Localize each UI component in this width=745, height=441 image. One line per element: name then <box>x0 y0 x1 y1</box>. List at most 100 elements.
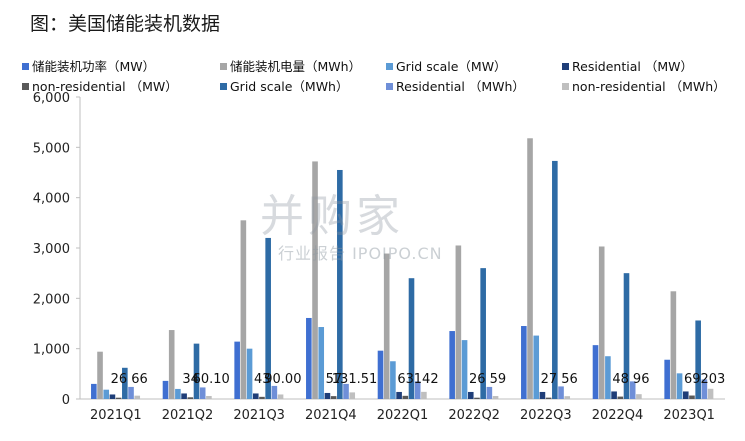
bar <box>259 396 265 399</box>
bar <box>175 388 181 399</box>
y-tick-label: 1,000 <box>33 343 70 358</box>
data-label: 69 <box>684 372 701 387</box>
x-tick-label: 2023Q1 <box>663 408 715 423</box>
y-tick-label: 2,000 <box>33 292 70 307</box>
bar <box>109 394 116 399</box>
bar <box>414 381 421 399</box>
data-label: 56 <box>561 372 578 387</box>
bar <box>199 387 206 399</box>
bar <box>162 380 169 399</box>
bar <box>598 246 605 399</box>
bar <box>461 340 468 399</box>
bar <box>187 397 194 399</box>
data-label: 142 <box>414 372 439 387</box>
x-tick-label: 2022Q3 <box>520 408 572 423</box>
data-label: 90.00 <box>264 372 301 387</box>
bar <box>240 220 247 399</box>
x-tick-label: 2022Q2 <box>448 408 500 423</box>
bar <box>701 379 708 399</box>
bar <box>91 383 97 399</box>
bar <box>421 391 427 399</box>
bar <box>689 395 695 399</box>
bar <box>670 291 677 399</box>
data-label: 27 <box>541 372 558 387</box>
bar <box>246 348 253 399</box>
bar <box>193 343 200 399</box>
bar <box>390 361 396 399</box>
bar <box>564 396 571 399</box>
bar <box>252 393 259 399</box>
bar <box>611 391 617 399</box>
bar <box>449 331 455 399</box>
data-label: 131.51 <box>332 372 378 387</box>
legend-label: Grid scale（MW） <box>396 59 507 74</box>
bar <box>97 351 103 399</box>
watermark-text: 行业报告 IPOIPO.CN <box>278 244 443 263</box>
bar <box>486 386 493 399</box>
bar <box>181 393 187 399</box>
y-tick-label: 4,000 <box>33 192 70 207</box>
legend-swatch <box>22 83 29 90</box>
legend-label: non-residential （MW） <box>32 79 178 94</box>
bar <box>605 356 611 399</box>
legend-label: 储能装机功率（MW） <box>32 59 156 74</box>
data-label: 66 <box>131 372 148 387</box>
x-tick-label: 2021Q3 <box>233 408 285 423</box>
legend-swatch <box>386 83 393 90</box>
bar <box>521 326 527 399</box>
bar <box>318 327 325 399</box>
x-tick-label: 2022Q1 <box>377 408 429 423</box>
data-label: 59 <box>490 372 507 387</box>
bar <box>539 391 546 399</box>
bar <box>533 335 540 399</box>
bar <box>277 394 284 399</box>
legend-label: 储能装机电量（MWh） <box>230 59 362 74</box>
x-tick-label: 2021Q2 <box>162 408 214 423</box>
bar <box>324 392 331 399</box>
data-label: 26 <box>469 372 486 387</box>
bar <box>134 395 141 399</box>
legend-item: non-residential （MWh） <box>562 76 726 95</box>
data-label: 26 <box>111 372 128 387</box>
legend-item: non-residential （MW） <box>22 76 178 95</box>
legend-label: Residential （MWh） <box>396 79 525 94</box>
bar <box>337 169 343 399</box>
bar <box>306 317 312 399</box>
bar <box>480 268 486 399</box>
legend-swatch <box>220 83 227 90</box>
bar <box>128 386 134 399</box>
legend-label: Grid scale（MWh） <box>230 79 349 94</box>
watermark-logo: 并购家 <box>260 191 404 242</box>
x-tick-label: 2022Q4 <box>592 408 644 423</box>
bar <box>115 397 122 399</box>
bar <box>492 396 499 399</box>
data-label: 57 <box>326 372 343 387</box>
bar <box>349 392 356 399</box>
bar <box>265 237 271 399</box>
bar <box>467 391 474 399</box>
data-label: 63 <box>397 372 414 387</box>
bar <box>623 273 630 399</box>
legend-item: 储能装机电量（MWh） <box>220 56 361 75</box>
bar <box>474 397 480 399</box>
bar <box>636 394 642 399</box>
y-tick-label: 3,000 <box>33 242 70 257</box>
legend-item: Residential （MW） <box>562 56 693 75</box>
bar <box>343 383 349 399</box>
bar <box>408 278 415 399</box>
legend-swatch <box>220 63 227 70</box>
bar <box>676 373 683 399</box>
bar <box>377 350 384 399</box>
x-tick-label: 2021Q4 <box>305 408 357 423</box>
bar <box>695 320 701 399</box>
bar <box>592 345 599 399</box>
bar <box>234 341 240 399</box>
bar <box>617 396 624 399</box>
bar <box>552 160 558 399</box>
bar <box>103 389 110 399</box>
bar <box>383 253 390 399</box>
data-label: 96 <box>633 372 650 387</box>
legend-swatch <box>22 63 29 70</box>
data-label: 203 <box>700 372 725 387</box>
